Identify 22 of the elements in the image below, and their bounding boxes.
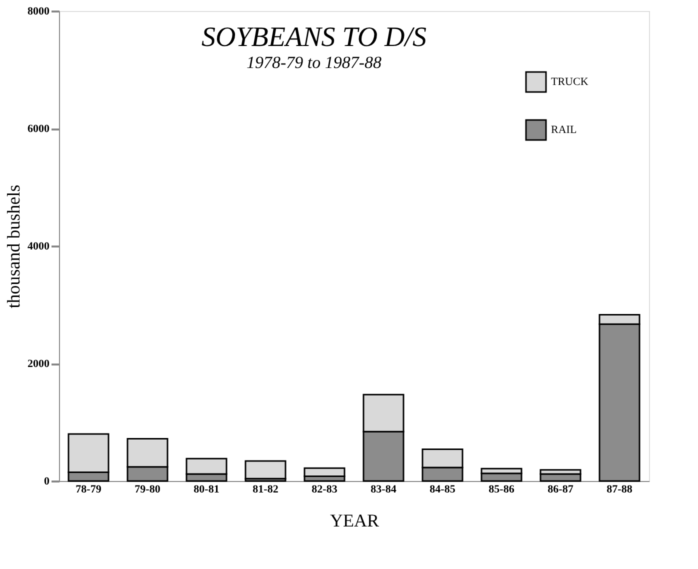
chart-title: SOYBEANS TO D/S [201,22,427,53]
x-axis-title: YEAR [330,510,379,530]
x-tick-label: 84-85 [430,484,456,496]
x-tick-label: 79-80 [134,484,161,496]
legend-label: TRUCK [551,76,588,88]
y-tick-label: 6000 [28,123,50,135]
x-tick-label: 85-86 [488,484,515,496]
bar [244,460,286,480]
y-tick-label: 8000 [28,6,50,18]
legend-label: RAIL [551,124,577,136]
y-tick-label: 2000 [28,358,50,370]
y-tick-label: 0 [44,476,50,488]
x-tick-label: 86-87 [548,484,574,496]
text: 1978-79 to 1987-88 [246,53,382,72]
y-axis-title: thousand bushels [4,184,24,308]
y-tick-label: 4000 [28,240,50,252]
x-tick-label: 81-82 [252,484,279,496]
x-tick-label: 83-84 [370,484,397,496]
x-tick-label: 78-79 [76,484,102,496]
x-tick-label: 80-81 [194,484,220,496]
x-tick-label: 82-83 [312,484,338,496]
x-tick-label: 87-88 [606,484,633,496]
